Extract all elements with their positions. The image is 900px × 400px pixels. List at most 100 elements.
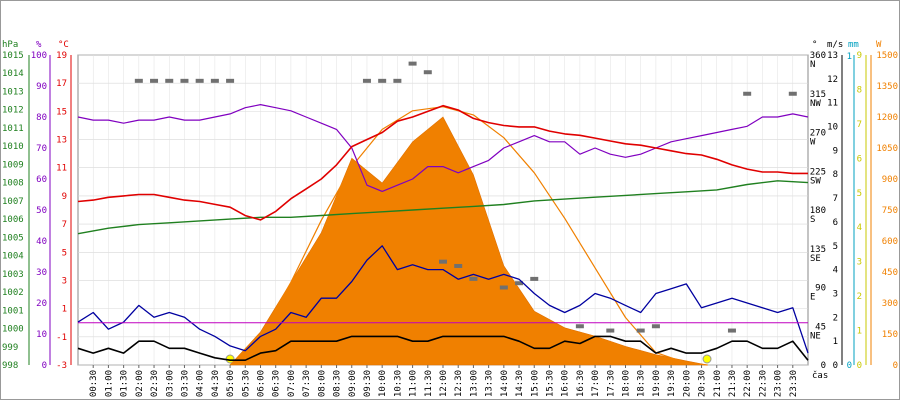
tick-ms: 5 — [833, 242, 838, 252]
tick-uv: 5 — [857, 189, 862, 199]
wind-direction-mark — [606, 328, 615, 333]
axis-label-pct: % — [36, 40, 42, 50]
wind-direction-mark — [439, 259, 447, 264]
tick-hpa: 1005 — [2, 233, 24, 243]
wind-direction-mark — [362, 78, 371, 83]
solar-max-line — [229, 106, 708, 366]
tick-temp: 13 — [56, 136, 67, 146]
tick-mm: 1 — [847, 52, 852, 62]
wind-direction-mark — [226, 78, 235, 83]
tick-x: 06:00 — [257, 370, 267, 397]
tick-x: 08:00 — [317, 370, 327, 397]
tick-ms: 12 — [827, 75, 838, 85]
tick-hpa: 1006 — [2, 215, 24, 225]
tick-w: 450 — [882, 268, 898, 278]
tick-hpa: 1009 — [2, 160, 24, 170]
tick-dir: S — [810, 215, 815, 225]
tick-x: 07:30 — [302, 370, 312, 397]
tick-deg: 360 — [810, 51, 826, 61]
wind-speed-line — [77, 335, 809, 362]
axis-label-w: W — [876, 40, 882, 50]
wind-direction-mark — [195, 78, 204, 83]
wind-direction-mark — [515, 281, 524, 286]
sunset-marker — [702, 354, 712, 364]
tick-deg: 45 — [815, 322, 826, 332]
tick-ms: 3 — [833, 289, 838, 299]
tick-w: 150 — [882, 330, 898, 340]
wind-direction-mark — [378, 78, 387, 83]
axis-label-x: čas — [812, 370, 828, 381]
tick-x: 12:00 — [439, 370, 449, 397]
solar-area — [229, 116, 708, 366]
tick-pct: 50 — [36, 206, 47, 216]
chart-marks — [77, 61, 809, 366]
grid-lines — [78, 54, 808, 366]
tick-hpa: 1001 — [2, 306, 24, 316]
wind-direction-mark — [210, 78, 219, 83]
tick-hpa: 1002 — [2, 288, 24, 298]
tick-x: 11:00 — [409, 370, 419, 397]
tick-ms: 8 — [833, 170, 838, 180]
tick-dir: SE — [810, 254, 821, 264]
axis-label-temp: °C — [58, 40, 69, 50]
tick-x: 16:30 — [576, 370, 586, 397]
axis-label-hpa: hPa — [2, 40, 18, 50]
tick-x: 21:30 — [728, 370, 738, 397]
tick-hpa: 998 — [2, 361, 18, 371]
tick-x: 06:30 — [272, 370, 282, 397]
tick-pct: 80 — [36, 113, 47, 123]
tick-ms: 7 — [833, 194, 838, 204]
tick-x: 20:30 — [698, 370, 708, 397]
tick-pct: 10 — [36, 330, 47, 340]
tick-x: 23:00 — [774, 370, 784, 397]
wind-direction-mark — [499, 285, 508, 290]
tick-w: 1500 — [876, 51, 898, 61]
tick-x: 03:30 — [180, 370, 190, 397]
tick-x: 05:00 — [226, 370, 236, 397]
wind-direction-mark — [651, 324, 660, 329]
tick-temp: -3 — [56, 361, 67, 371]
tick-uv: 2 — [857, 292, 862, 302]
humidity-line — [77, 103, 809, 192]
tick-hpa: 1003 — [2, 270, 24, 280]
tick-uv: 9 — [857, 51, 862, 61]
temperature-line — [77, 104, 808, 221]
wind-direction-mark — [423, 70, 432, 75]
wind-direction-mark — [469, 276, 478, 281]
tick-deg: 180 — [810, 206, 826, 216]
axes: hPa% °C1015101410131012101110101009100810… — [2, 40, 898, 397]
tick-hpa: 999 — [2, 343, 18, 353]
tick-temp: 15 — [56, 107, 67, 117]
tick-ms: 0 — [833, 361, 838, 371]
tick-x: 02:00 — [135, 370, 145, 397]
tick-deg: 135 — [810, 245, 826, 255]
wind-direction-mark — [727, 328, 736, 333]
tick-temp: 19 — [56, 51, 67, 61]
wind-direction-mark — [408, 61, 417, 66]
wind-gust-line — [77, 245, 809, 354]
tick-x: 05:30 — [241, 370, 251, 397]
tick-deg: 315 — [810, 90, 826, 100]
tick-deg: 225 — [810, 167, 826, 177]
tick-uv: 7 — [857, 120, 862, 130]
tick-x: 18:30 — [637, 370, 647, 397]
tick-pct: 100 — [31, 51, 47, 61]
tick-temp: 17 — [56, 79, 67, 89]
tick-x: 02:30 — [150, 370, 160, 397]
tick-uv: 1 — [857, 327, 862, 337]
tick-uv: 6 — [857, 154, 862, 164]
tick-pct: 20 — [36, 299, 47, 309]
wind-direction-mark — [788, 91, 797, 96]
tick-dir: SW — [810, 176, 821, 186]
tick-x: 01:00 — [104, 370, 114, 397]
tick-x: 07:00 — [287, 370, 297, 397]
tick-hpa: 1000 — [2, 325, 24, 335]
tick-x: 23:30 — [789, 370, 799, 397]
tick-temp: 7 — [62, 220, 67, 230]
tick-x: 17:30 — [606, 370, 616, 397]
tick-x: 18:00 — [622, 370, 632, 397]
tick-w: 1050 — [876, 144, 898, 154]
tick-hpa: 1011 — [2, 124, 24, 134]
tick-x: 17:00 — [591, 370, 601, 397]
tick-uv: 3 — [857, 258, 862, 268]
